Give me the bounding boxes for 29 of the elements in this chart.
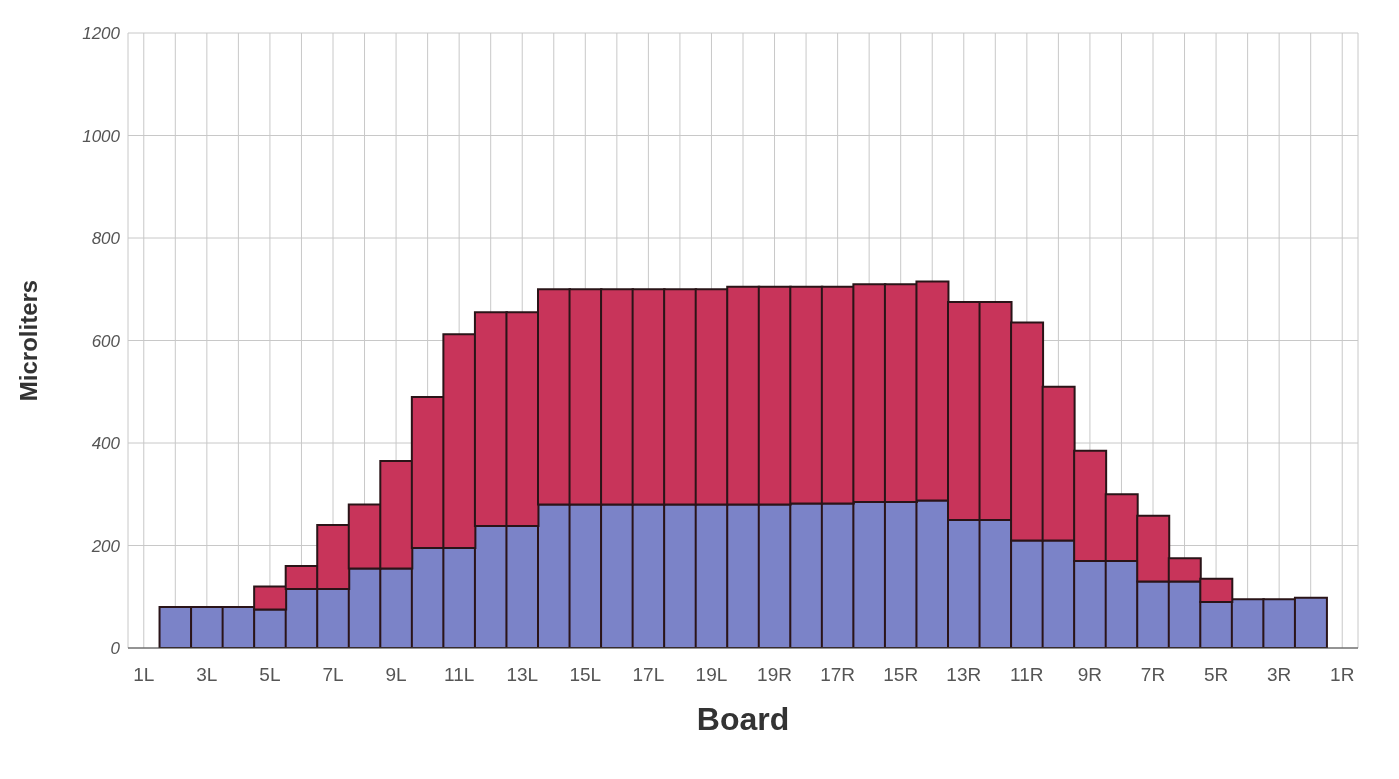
x-tick-label: 5L	[259, 664, 281, 686]
x-tick-label: 7L	[322, 664, 344, 686]
x-tick-label: 13L	[506, 664, 539, 686]
y-tick-label: 400	[91, 434, 121, 454]
x-tick-label: 9R	[1077, 664, 1103, 686]
x-tick-label: 9L	[385, 664, 407, 686]
x-tick-label: 3R	[1267, 664, 1292, 686]
x-tick-label: 13R	[946, 664, 982, 686]
x-tick-label: 15L	[569, 664, 602, 686]
y-tick-label: 1000	[82, 126, 121, 146]
x-tick-label: 1L	[133, 664, 155, 686]
y-tick-label: 200	[90, 536, 121, 556]
x-tick-label: 19R	[757, 664, 792, 686]
x-tick-label: 17L	[632, 664, 665, 686]
x-tick-label: 11L	[444, 664, 475, 686]
y-tick-label: 800	[91, 229, 121, 249]
x-tick-label: 11R	[1010, 664, 1044, 686]
x-tick-label: 7R	[1140, 664, 1166, 686]
x-tick-label: 5R	[1203, 664, 1229, 686]
x-tick-label: 3L	[196, 664, 218, 686]
y-tick-label: 0	[110, 639, 121, 659]
x-tick-label: 17R	[820, 664, 856, 686]
x-axis-title: Board	[696, 701, 790, 737]
y-tick-label: 600	[91, 331, 121, 351]
x-tick-label: 15R	[883, 664, 919, 686]
y-axis-title: Microliters	[14, 279, 42, 402]
x-tick-label: 19L	[695, 664, 728, 686]
x-tick-label: 1R	[1330, 664, 1355, 686]
y-tick-label: 1200	[82, 24, 121, 44]
